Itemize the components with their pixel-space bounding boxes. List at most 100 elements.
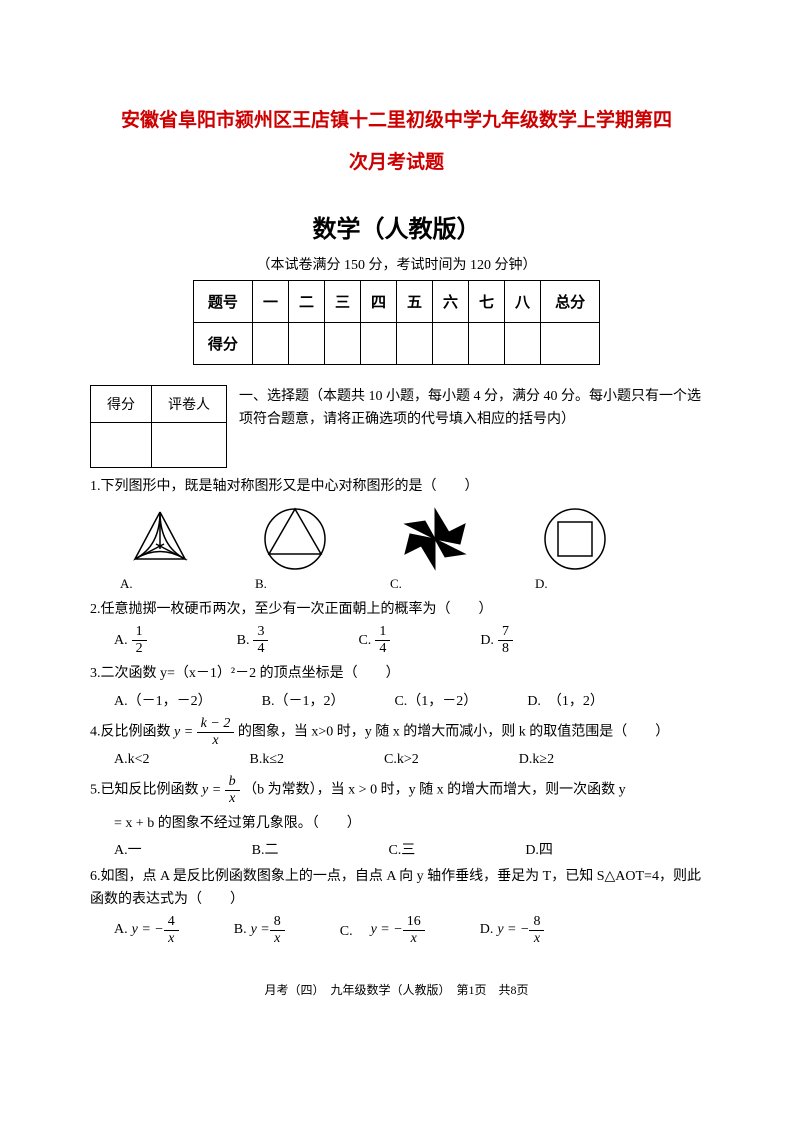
q3-options: A.（－1，－2） B.（－1，2） C.（1，－2） D. （1，2） bbox=[114, 690, 703, 710]
frac-den: x bbox=[403, 931, 425, 946]
frac-den: 2 bbox=[132, 641, 147, 656]
option: C.（1，－2） bbox=[394, 690, 477, 710]
score-value-row: 得分 bbox=[193, 322, 599, 364]
option: A.一 bbox=[114, 839, 142, 859]
frac-num: 3 bbox=[253, 625, 268, 641]
frac-num: 8 bbox=[270, 915, 285, 931]
score-cell: 三 bbox=[324, 280, 360, 322]
q4-options: A.k<2 B.k≤2 C.k>2 D.k≥2 bbox=[114, 752, 703, 768]
score-cell bbox=[433, 322, 469, 364]
frac-num: 4 bbox=[164, 915, 179, 931]
q2-options: A.12 B.34 C.14 D.78 bbox=[114, 625, 703, 656]
frac-num: 7 bbox=[498, 625, 513, 641]
score-cell: 五 bbox=[397, 280, 433, 322]
eq-lhs: y = − bbox=[497, 922, 529, 938]
option: C.k>2 bbox=[384, 752, 419, 768]
question-2: 2.任意抛掷一枚硬币两次，至少有一次正面朝上的概率为（ ） bbox=[90, 599, 703, 621]
score-cell bbox=[324, 322, 360, 364]
grader-cell bbox=[91, 422, 152, 467]
option-label: D. bbox=[480, 922, 494, 938]
option-label: C. bbox=[340, 920, 367, 940]
option: A.k<2 bbox=[114, 752, 150, 768]
option: B.k≤2 bbox=[250, 752, 285, 768]
question-5: 5.已知反比例函数 y = bx （b 为常数），当 x > 0 时，y 随 x… bbox=[90, 775, 703, 806]
score-cell: 八 bbox=[505, 280, 541, 322]
grader-cell: 评卷人 bbox=[152, 385, 227, 422]
page-footer: 月考（四） 九年级数学（人教版） 第1页 共8页 bbox=[90, 981, 703, 998]
score-cell: 题号 bbox=[193, 280, 252, 322]
frac-den: x bbox=[225, 791, 240, 806]
frac-num: k − 2 bbox=[197, 717, 235, 733]
option-label: C. bbox=[358, 633, 371, 649]
frac-den: x bbox=[164, 931, 179, 946]
option: D.k≥2 bbox=[519, 752, 554, 768]
frac-den: 4 bbox=[375, 641, 390, 656]
q4-pre: 4.反比例函数 bbox=[90, 724, 171, 739]
score-cell bbox=[360, 322, 396, 364]
option-label: B. bbox=[234, 922, 247, 938]
grader-cell bbox=[152, 422, 227, 467]
title-line1: 安徽省阜阳市颍州区王店镇十二里初级中学九年级数学上学期第四 bbox=[90, 100, 703, 142]
score-cell bbox=[288, 322, 324, 364]
shape-c-icon bbox=[390, 504, 480, 574]
option: D. （1，2） bbox=[527, 690, 604, 710]
score-cell: 二 bbox=[288, 280, 324, 322]
subtitle: （本试卷满分 150 分，考试时间为 120 分钟） bbox=[90, 254, 703, 274]
score-cell bbox=[541, 322, 600, 364]
question-6: 6.如图，点 A 是反比例函数图象上的一点，自点 A 向 y 轴作垂线，垂足为 … bbox=[90, 866, 703, 911]
option: A.（－1，－2） bbox=[114, 690, 212, 710]
score-cell: 得分 bbox=[193, 322, 252, 364]
option-label: D. bbox=[535, 576, 548, 592]
main-title: 数学（人教版） bbox=[90, 209, 703, 244]
frac-num: 8 bbox=[529, 915, 544, 931]
shape-b-icon bbox=[255, 504, 335, 574]
frac-num: 1 bbox=[132, 625, 147, 641]
question-1: 1.下列图形中，既是轴对称图形又是中心对称图形的是（ ） bbox=[90, 476, 703, 498]
frac-num: 1 bbox=[375, 625, 390, 641]
question-3: 3.二次函数 y=（x－1）²－2 的顶点坐标是（ ） bbox=[90, 663, 703, 685]
question-4: 4.反比例函数 y = k − 2x 的图象，当 x>0 时，y 随 x 的增大… bbox=[90, 717, 703, 748]
option-label: D. bbox=[480, 633, 494, 649]
q5-lhs: y = bbox=[202, 782, 221, 797]
title-line2: 次月考试题 bbox=[90, 142, 703, 184]
score-cell: 总分 bbox=[541, 280, 600, 322]
frac-den: x bbox=[529, 931, 544, 946]
eq-lhs: y = − bbox=[132, 922, 164, 938]
option-label: B. bbox=[255, 576, 267, 592]
section1-desc: 一、选择题（本题共 10 小题，每小题 4 分，满分 40 分。每小题只有一个选… bbox=[239, 385, 703, 433]
score-cell bbox=[505, 322, 541, 364]
option-label: A. bbox=[120, 576, 133, 592]
option: B.二 bbox=[252, 839, 279, 859]
score-header-row: 题号 一 二 三 四 五 六 七 八 总分 bbox=[193, 280, 599, 322]
score-cell bbox=[397, 322, 433, 364]
grader-table: 得分 评卷人 bbox=[90, 385, 227, 468]
score-cell: 一 bbox=[252, 280, 288, 322]
shape-a-icon bbox=[120, 504, 200, 574]
score-cell: 四 bbox=[360, 280, 396, 322]
frac-den: 4 bbox=[253, 641, 268, 656]
option-label: C. bbox=[390, 576, 402, 592]
option-label: A. bbox=[114, 922, 128, 938]
q4-post: 的图象，当 x>0 时，y 随 x 的增大而减小，则 k 的取值范围是（ ） bbox=[238, 724, 669, 739]
q5-mid: （b 为常数），当 x > 0 时，y 随 x 的增大而增大，则一次函数 y bbox=[243, 782, 625, 797]
option-label: B. bbox=[237, 633, 250, 649]
option: D.四 bbox=[525, 839, 553, 859]
shape-d-icon bbox=[535, 504, 615, 574]
score-cell: 七 bbox=[469, 280, 505, 322]
score-cell bbox=[469, 322, 505, 364]
eq-lhs: y = bbox=[251, 922, 270, 938]
score-cell bbox=[252, 322, 288, 364]
q5-pre: 5.已知反比例函数 bbox=[90, 782, 199, 797]
frac-den: x bbox=[270, 931, 285, 946]
q4-lhs: y = bbox=[174, 724, 193, 739]
option: B.（－1，2） bbox=[262, 690, 345, 710]
score-table: 题号 一 二 三 四 五 六 七 八 总分 得分 bbox=[193, 280, 600, 365]
frac-den: x bbox=[197, 733, 235, 748]
eq-lhs: y = − bbox=[371, 922, 403, 938]
frac-den: 8 bbox=[498, 641, 513, 656]
score-cell: 六 bbox=[433, 280, 469, 322]
q6-options: A.y = −4x B.y =8x C. y = −16x D.y = −8x bbox=[114, 915, 703, 946]
frac-num: b bbox=[225, 775, 240, 791]
q1-shapes: A. B. C. D. bbox=[120, 504, 703, 592]
question-5-line2: = x + b 的图象不经过第几象限。（ ） bbox=[114, 813, 703, 835]
